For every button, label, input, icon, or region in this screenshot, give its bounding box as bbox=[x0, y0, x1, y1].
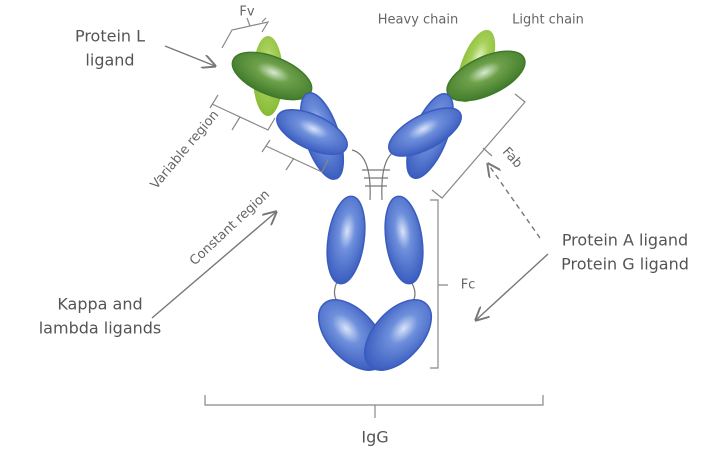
protein-a-label: Protein A ligand bbox=[562, 231, 688, 250]
igg-label: IgG bbox=[361, 428, 388, 447]
light-chain-label: Light chain bbox=[512, 13, 584, 28]
fc-label: Fc bbox=[461, 278, 476, 293]
arrows bbox=[151, 45, 549, 320]
variable-region-label: Variable region bbox=[148, 108, 222, 193]
fv-label: Fv bbox=[239, 5, 254, 20]
heavy-chain-label: Heavy chain bbox=[378, 13, 458, 28]
kappa-label: Kappa and bbox=[57, 295, 142, 314]
right-arm bbox=[388, 29, 526, 179]
fab-label: Fab bbox=[499, 145, 525, 172]
constant-region-label: Constant region bbox=[187, 187, 273, 269]
brackets bbox=[204, 17, 544, 418]
protein-g-label: Protein G ligand bbox=[561, 255, 689, 274]
fc-region bbox=[317, 195, 433, 371]
protein-l-label: Protein L bbox=[75, 27, 145, 46]
protein-l-label: ligand bbox=[85, 51, 134, 70]
lambda-label: lambda ligands bbox=[39, 319, 162, 338]
left-arm bbox=[231, 36, 348, 180]
